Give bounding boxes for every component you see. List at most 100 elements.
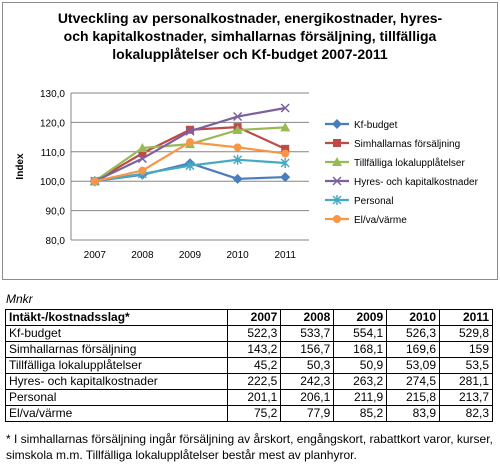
data-point: [280, 172, 291, 183]
table-cell: 274,5: [386, 373, 441, 390]
y-tick-label: 100,0: [40, 177, 65, 188]
table-header-year: 2009: [333, 309, 388, 326]
data-point: [138, 166, 147, 175]
data-point: [280, 157, 290, 168]
row-label: Simhallarnas försäljning: [4, 341, 229, 358]
table-cell: 169,6: [386, 341, 441, 358]
table-cell: 50,3: [280, 357, 335, 374]
table-header-row: Intäkt-/kostnadsslag* 2007 2008 2009 2010 201…: [4, 309, 493, 326]
table-cell: 533,7: [280, 325, 335, 342]
table-cell: 222,5: [227, 373, 282, 390]
table-cell: 522,3: [227, 325, 282, 342]
x-tick-label: 2011: [274, 250, 296, 261]
table-row: Hyres- och kapitalkostnader 222,5 242,3 263…: [4, 373, 493, 390]
legend-label: Tillfälliga lokalupplåtelser: [354, 157, 465, 169]
row-label: Personal: [4, 389, 229, 406]
table-cell: 53,09: [386, 357, 441, 374]
table-header-year: 2010: [386, 309, 441, 326]
table-cell: 85,2: [333, 405, 388, 422]
table-cell: 215,8: [386, 389, 441, 406]
legend-label: Personal: [354, 196, 393, 207]
data-point: [185, 160, 195, 171]
table-cell: 77,9: [280, 405, 335, 422]
table-cell: 554,1: [333, 325, 388, 342]
table-cell: 75,2: [227, 405, 282, 422]
x-tick-label: 2007: [84, 250, 107, 261]
x-tick-label: 2008: [131, 250, 154, 261]
table-cell: 82,3: [439, 405, 493, 422]
table-cell: 45,2: [227, 357, 282, 374]
chart-title-line: och kapitalkostnader, simhallarnas försä…: [64, 28, 437, 44]
table-cell: 156,7: [280, 341, 335, 358]
table-cell: 263,2: [333, 373, 388, 390]
table-header-year: 2007: [227, 309, 282, 326]
y-tick-label: 120,0: [40, 118, 65, 129]
data-point: [185, 126, 195, 136]
y-tick-label: 110,0: [41, 148, 66, 159]
legend-marker: [332, 195, 342, 205]
data-point: [186, 125, 194, 134]
legend-label: Simhallarnas försäljning: [354, 139, 460, 150]
chart-container: Utveckling av personalkostnader, energik…: [2, 2, 498, 280]
legend-label: Hyres- och kapitalkostnader: [354, 177, 479, 188]
data-point: [186, 138, 194, 147]
data-point: [281, 149, 290, 158]
table-cell: 213,7: [439, 389, 493, 406]
legend-marker: [333, 139, 341, 147]
table-row: Tillfälliga lokalupplåtelser 45,2 50,3 50,9…: [4, 357, 493, 374]
data-point: [90, 177, 99, 186]
data-point: [233, 111, 243, 122]
chart-title-line: Utveckling av personalkostnader, energik…: [58, 10, 443, 26]
table-row: Personal 201,1 206,1 211,9 215,8 213,7: [4, 389, 493, 406]
unit-note: Mnkr: [6, 292, 33, 306]
y-tick-label: 130,0: [40, 89, 65, 100]
legend-label: El/va/värme: [354, 215, 407, 226]
x-tick-label: 2010: [226, 250, 249, 261]
data-point: [232, 125, 243, 135]
data-point: [232, 173, 243, 184]
legend-marker: [332, 176, 342, 186]
row-label: Kf-budget: [4, 325, 229, 342]
table-cell: 281,1: [439, 373, 493, 390]
row-label: Tillfälliga lokalupplåtelser: [4, 357, 229, 374]
table-cell: 529,8: [439, 325, 493, 342]
table-cell: 159: [439, 341, 493, 358]
row-label: El/va/värme: [4, 405, 229, 422]
table-cell: 526,3: [386, 325, 441, 342]
y-tick-label: 90,0: [46, 207, 66, 218]
table-header-year: 2008: [280, 309, 335, 326]
table-cell: 53,5: [439, 357, 493, 374]
table-cell: 143,2: [227, 341, 282, 358]
data-point: [280, 122, 291, 132]
data-table: Intäkt-/kostnadsslag* 2007 2008 2009 2010 201…: [4, 309, 493, 422]
table-cell: 206,1: [280, 389, 335, 406]
data-point: [138, 149, 147, 158]
table-cell: 50,9: [333, 357, 388, 374]
table-cell: 83,9: [386, 405, 441, 422]
y-tick-label: 80,0: [46, 236, 66, 247]
table-cell: 211,9: [333, 389, 388, 406]
data-point: [233, 143, 242, 152]
table-row: Simhallarnas försäljning 143,2 156,7 168,1 1…: [4, 341, 493, 358]
data-point: [280, 103, 290, 113]
data-point: [137, 154, 147, 164]
legend-marker: [332, 119, 342, 129]
table-cell: 168,1: [333, 341, 388, 358]
table-cell: 201,1: [227, 389, 282, 406]
legend-label: Kf-budget: [354, 120, 398, 131]
legend-marker: [333, 215, 341, 223]
series-line: [94, 125, 286, 183]
data-point: [137, 142, 148, 152]
table-row: El/va/värme 75,2 77,9 85,2 83,9 82,3: [4, 405, 493, 422]
table-cell: 242,3: [280, 373, 335, 390]
chart-title-line: lokalupplåtelser och Kf-budget 2007-2011: [112, 46, 388, 62]
line-chart: Utveckling av personalkostnader, energik…: [15, 10, 479, 261]
row-label: Hyres- och kapitalkostnader: [4, 373, 229, 390]
table-header-year: 2011: [439, 309, 493, 326]
legend-marker: [332, 157, 342, 166]
data-point: [281, 144, 290, 153]
table-header-category: Intäkt-/kostnadsslag*: [4, 309, 229, 326]
x-tick-label: 2009: [179, 250, 202, 261]
data-point: [233, 154, 243, 165]
footnote: * I simhallarnas försäljning ingår försä…: [6, 432, 493, 462]
